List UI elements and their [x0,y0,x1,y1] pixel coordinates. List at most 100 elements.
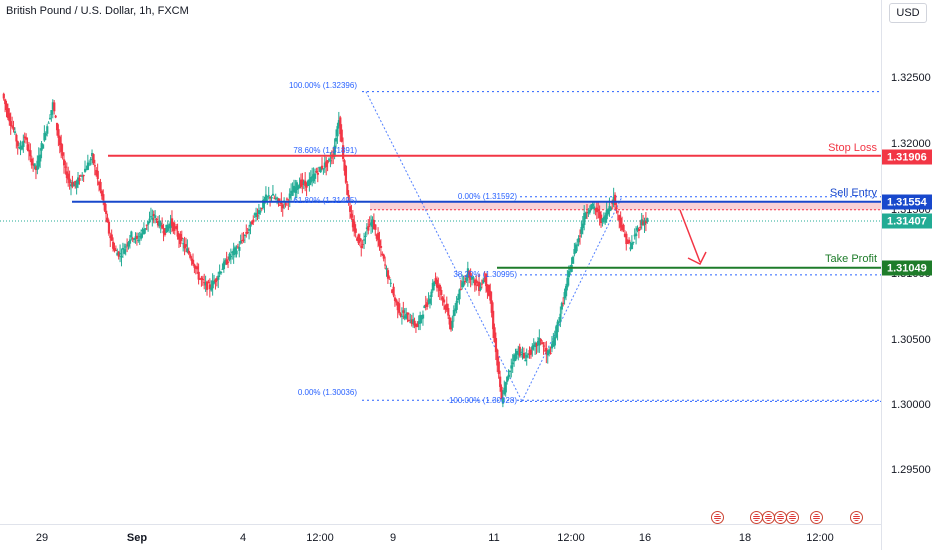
us-flag-icon[interactable] [711,511,724,524]
candle-body [255,212,258,217]
candle-body [98,181,101,185]
uk-flag-icon[interactable] [850,511,863,524]
sell-entry-price-badge: 1.31554 [882,194,932,210]
time-label: 12:00 [306,532,334,544]
candle-body [155,218,158,220]
candle-body [598,211,601,219]
candle-body [447,308,450,316]
candle-body [529,349,533,355]
candle-body [476,284,479,287]
candle-body [521,353,524,356]
candle-body [356,238,359,241]
symbol-title[interactable]: British Pound / U.S. Dollar, 1h, FXCM [6,5,189,17]
candle-body [15,134,18,142]
chart-area[interactable]: British Pound / U.S. Dollar, 1h, FXCM St… [0,0,881,524]
candle-body [288,193,291,199]
time-label: Sep [126,532,148,544]
candle-body [194,266,197,269]
candle-body [630,242,634,249]
candle-body [500,386,503,400]
candle-body [489,290,492,301]
candle-body [27,149,31,152]
candle-body [252,219,255,223]
candle-body [47,122,50,124]
candle-body [142,229,146,235]
uk-flag-icon[interactable] [810,511,823,524]
candle-body [605,210,608,220]
candle-body [99,181,102,191]
candle-body [468,271,471,278]
candle-body [559,313,562,322]
candle-body [445,303,448,311]
candle-body [413,320,416,326]
candle-body [479,286,482,291]
candle-body [507,375,510,377]
candle-body [459,288,463,290]
candle-body [206,281,209,290]
candle-body [137,239,140,241]
candle-body [154,215,157,218]
price-tick: 1.30000 [891,399,931,411]
candle-body [455,300,458,310]
candle-body [349,206,352,212]
chart-canvas[interactable] [0,0,881,524]
candle-body [78,178,81,181]
candle-body [594,208,597,210]
candle-body [405,313,408,319]
currency-button[interactable]: USD [889,3,927,23]
candle-body [131,238,134,240]
candle-body [527,353,530,355]
candle-body [228,253,231,260]
candle-body [50,110,53,115]
candle-body [271,193,275,196]
us-flag-icon[interactable] [786,511,799,524]
candle-body [119,253,122,255]
candle-body [211,280,214,289]
candle-body [343,160,346,171]
candle-body [264,194,268,202]
candle-body [336,126,339,137]
time-label: 16 [638,532,652,544]
candle-body [448,317,451,325]
candle-body [567,271,570,278]
candle-body [246,232,249,234]
candle-body [452,310,455,317]
time-label: 12:00 [806,532,834,544]
candle-body [330,157,334,159]
candle-body [276,197,279,199]
stop-loss-label: Stop Loss [828,142,877,154]
candle-body [354,228,357,233]
time-axis[interactable]: 29 Sep 4 12:00 9 11 12:00 16 18 12:00 [0,524,881,550]
candle-body [399,313,402,316]
candle-body [220,271,223,274]
candle-body [55,122,59,131]
candle-body [424,304,427,307]
candle-body [33,163,36,167]
candle-body [18,146,21,148]
candle-body [614,194,617,205]
candle-body [616,211,620,213]
candle-body [257,210,261,215]
candle-body [20,145,24,150]
candle-body [612,196,615,205]
candle-body [200,277,203,280]
candle-body [229,255,233,258]
candle-body [260,207,263,209]
candle-body [644,221,648,224]
candle-body [117,251,120,257]
take-profit-price-badge: 1.31049 [882,260,932,276]
candle-body [227,261,230,263]
candle-body [416,323,419,328]
candle-body [378,240,381,246]
price-tick: 1.30500 [891,334,931,346]
candle-body [126,244,129,246]
candle-body [601,218,604,223]
candle-body [597,208,600,212]
candle-body [93,165,97,167]
candle-body [86,162,90,170]
candle-body [243,235,247,237]
candle-body [249,221,252,227]
candle-body [472,277,475,279]
candle-body [409,322,412,324]
price-axis[interactable]: USD 1.32500 1.32000 1.31500 1.31000 1.30… [881,0,932,550]
